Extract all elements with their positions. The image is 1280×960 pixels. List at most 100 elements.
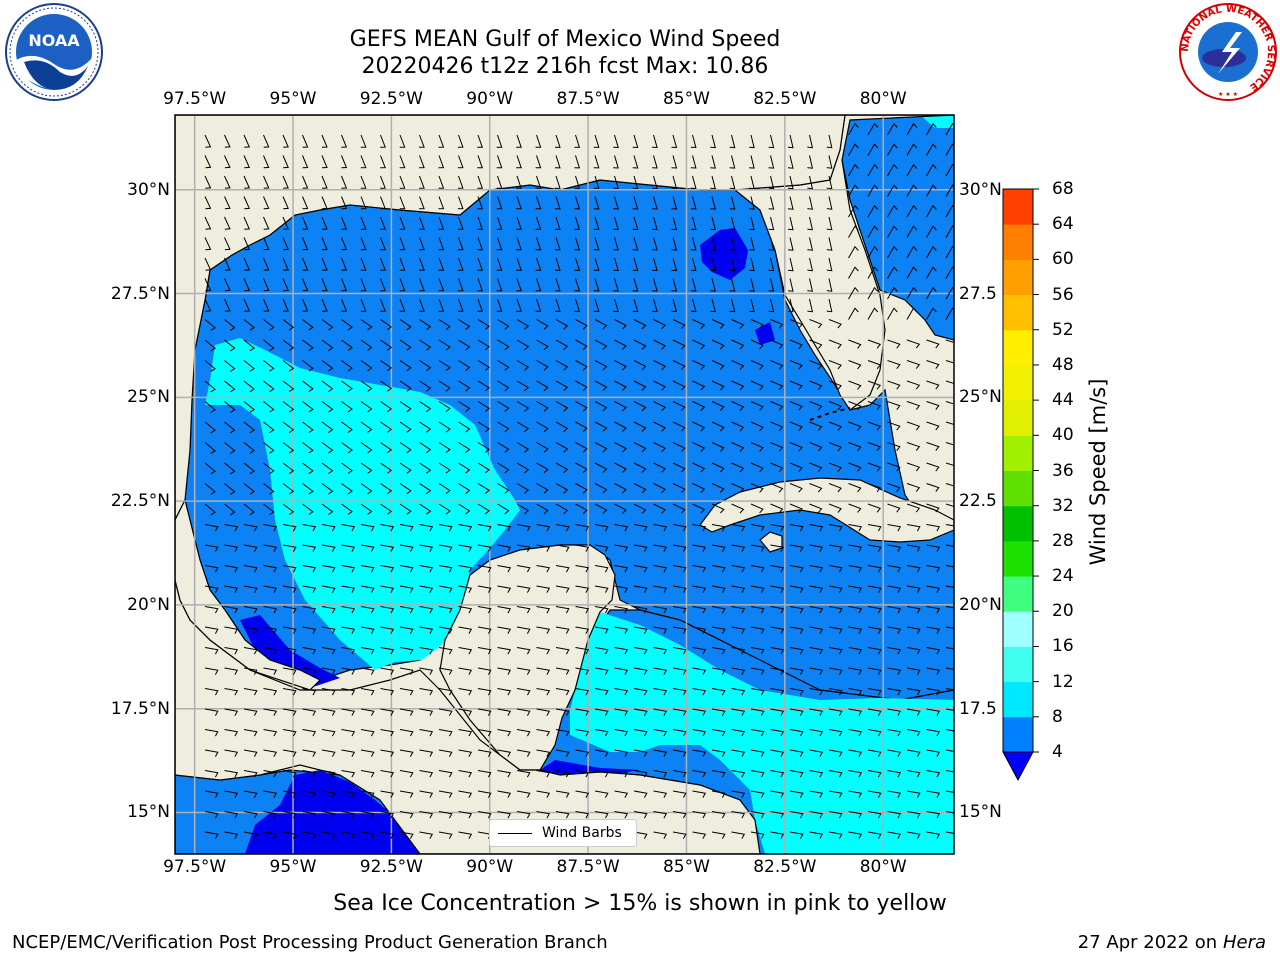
wind-barb	[302, 319, 314, 331]
wind-barb	[243, 831, 258, 839]
wind-barb	[224, 298, 231, 312]
wind-barb	[828, 442, 842, 452]
wind-barb	[828, 770, 843, 778]
wind-barb	[887, 626, 902, 634]
wind-barb	[554, 257, 561, 271]
lon-label-bottom: 90°W	[466, 857, 514, 877]
title-line-1: GEFS MEAN Gulf of Mexico Wind Speed	[349, 27, 781, 52]
wind-barb	[302, 729, 317, 737]
wind-barb	[458, 483, 471, 494]
wind-barb	[653, 442, 666, 453]
wind-barb	[945, 688, 954, 691]
wind-barb	[828, 462, 842, 472]
wind-barb	[867, 483, 882, 493]
wind-barb	[224, 749, 239, 757]
map-legend: Wind Barbs	[489, 819, 637, 847]
wind-barb	[692, 524, 707, 532]
wind-barb	[575, 401, 588, 412]
wind-barb	[360, 831, 375, 839]
wind-barb	[555, 729, 570, 737]
wind-barb	[809, 626, 824, 634]
wind-barb	[809, 606, 824, 614]
wind-barb	[380, 134, 386, 148]
wind-barb	[731, 688, 746, 696]
wind-barb	[341, 175, 348, 189]
wind-barb	[672, 360, 686, 371]
wind-barb	[906, 380, 921, 390]
wind-barb	[477, 749, 492, 757]
wind-barb	[787, 134, 794, 149]
wind-barb	[497, 565, 512, 573]
wind-barb	[497, 585, 512, 593]
wind-barb	[887, 184, 898, 197]
wind-barb	[729, 196, 736, 210]
wind-barb	[554, 237, 561, 251]
wind-barb	[419, 339, 432, 351]
wind-barb	[652, 196, 658, 210]
wind-barb	[594, 524, 609, 532]
wind-barb	[826, 155, 833, 169]
wind-barb	[204, 155, 212, 169]
wind-barb	[906, 307, 918, 320]
wind-barb	[496, 175, 503, 189]
wind-barb	[399, 606, 414, 614]
wind-barb	[906, 245, 918, 259]
wind-barb	[555, 565, 570, 573]
wind-barb	[302, 278, 309, 292]
wind-barb	[263, 237, 270, 251]
wind-barb	[243, 462, 255, 475]
wind-barb	[809, 585, 824, 593]
wind-barb	[302, 626, 317, 634]
wind-barb	[750, 462, 764, 473]
wind-barb	[887, 204, 898, 218]
wind-barb	[555, 626, 570, 634]
wind-barb	[380, 483, 393, 495]
wind-barb	[224, 811, 239, 819]
wind-barb	[710, 216, 716, 231]
wind-barb	[243, 278, 251, 292]
wind-barb	[496, 237, 503, 251]
wind-barb	[497, 380, 510, 392]
wind-barb	[282, 626, 297, 634]
wind-barb	[360, 790, 375, 798]
wind-barb	[555, 544, 570, 552]
wind-barb	[826, 216, 833, 231]
wind-barb	[867, 307, 879, 320]
wind-barb	[458, 503, 471, 515]
wind-barb	[826, 196, 833, 210]
wind-barb	[438, 278, 445, 292]
wind-barb	[633, 565, 648, 573]
wind-barb	[341, 155, 348, 169]
wind-barb	[477, 462, 490, 474]
wind-barb	[477, 401, 490, 412]
wind-barb	[789, 442, 803, 452]
wind-barb	[302, 770, 317, 778]
wind-barb	[887, 163, 898, 177]
colorbar-box	[1003, 540, 1033, 577]
wind-barb	[458, 749, 473, 757]
wind-barb	[438, 544, 453, 552]
wind-barb	[204, 585, 219, 593]
wind-barb	[263, 298, 270, 312]
wind-barb	[516, 421, 530, 433]
wind-barb	[341, 811, 356, 819]
wind-barb	[399, 155, 406, 169]
wind-barb	[828, 749, 843, 757]
wind-barb	[633, 770, 648, 778]
wind-barb	[380, 626, 395, 634]
wind-barb	[302, 134, 309, 148]
wind-barb	[555, 503, 569, 515]
wind-barb	[399, 565, 414, 573]
wind-barb	[321, 708, 336, 716]
wind-barb	[750, 585, 765, 593]
wind-barb	[419, 544, 434, 552]
wind-barb	[828, 565, 843, 573]
wind-barb	[690, 278, 697, 292]
wind-barb	[574, 216, 581, 230]
wind-barb	[457, 175, 464, 189]
wind-barb	[789, 462, 803, 473]
wind-barb	[594, 749, 609, 757]
wind-barb	[380, 298, 386, 312]
wind-barb	[535, 175, 542, 189]
wind-barb	[945, 122, 954, 136]
